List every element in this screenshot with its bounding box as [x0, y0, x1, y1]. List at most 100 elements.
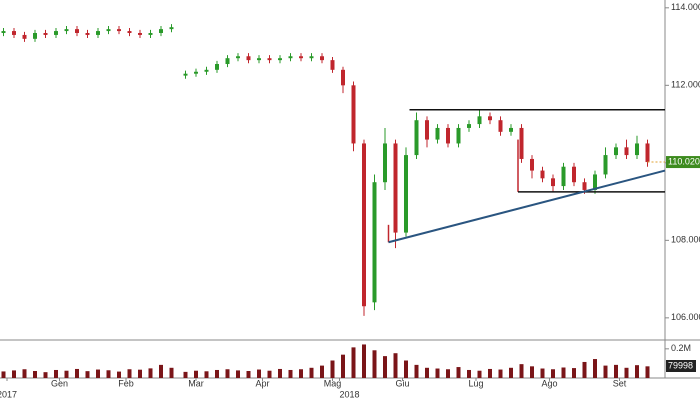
volume-bar: [22, 369, 27, 378]
candle-body: [299, 56, 303, 59]
candle-body: [267, 58, 272, 61]
volume-bar: [393, 353, 398, 378]
candle-body: [509, 127, 513, 132]
y-tick-label: 108.0000: [671, 235, 700, 245]
volume-bar: [383, 356, 387, 378]
candle-body: [330, 60, 335, 70]
candle-body: [22, 34, 27, 39]
candle-body: [106, 29, 111, 32]
annotation-line: [388, 169, 666, 244]
candle-body: [551, 178, 555, 187]
candle-body: [320, 56, 324, 61]
volume-bar: [12, 370, 16, 378]
candle-body: [43, 33, 48, 35]
volume-bar: [54, 369, 58, 378]
volume-bar: [194, 370, 198, 378]
volume-bar: [225, 369, 230, 378]
candle-body: [278, 58, 282, 61]
candle-body: [477, 116, 482, 125]
volume-bar: [257, 369, 261, 378]
candle-body: [288, 56, 293, 59]
volume-bar: [624, 367, 629, 378]
candle-body: [12, 31, 16, 35]
candle-body: [194, 71, 198, 74]
volume-bar: [64, 370, 69, 378]
x-tick-label: Giu: [395, 378, 409, 388]
x-tick-label: Ago: [541, 378, 557, 388]
volume-bar: [593, 359, 597, 378]
candle-body: [341, 69, 345, 86]
candle-body: [138, 33, 142, 35]
candle-body: [414, 120, 419, 156]
volume-bar: [159, 364, 163, 378]
x-tick-label: Mag: [324, 378, 342, 388]
candle-body: [456, 127, 461, 144]
volume-bar: [582, 361, 587, 378]
y-tick-label: 106.0000: [671, 312, 700, 322]
volume-bar: [148, 368, 153, 378]
volume-bar: [309, 367, 314, 378]
year-label: 2018: [340, 389, 360, 399]
candle-body: [572, 166, 576, 183]
candle-body: [127, 31, 132, 34]
volume-bar: [341, 354, 345, 378]
volume-bar: [1, 371, 6, 378]
candle-body: [393, 143, 398, 233]
candle-body: [225, 58, 230, 65]
volume-bar: [488, 368, 492, 378]
volume-bar: [138, 369, 142, 378]
volume-bar: [267, 370, 272, 378]
candle-body: [96, 31, 100, 35]
candle-body: [614, 147, 618, 156]
volume-bar: [278, 368, 282, 378]
volume-bar: [446, 369, 450, 378]
candle-body: [75, 29, 79, 34]
volume-bar: [414, 364, 419, 378]
year-label: 2017: [0, 389, 17, 399]
volume-bar: [117, 371, 121, 378]
volume-bar: [435, 368, 440, 378]
candle-body: [498, 120, 503, 132]
volume-bar: [425, 367, 429, 378]
candle-body: [351, 85, 356, 144]
candle-body: [561, 166, 566, 187]
candle-body: [603, 155, 608, 175]
last-price-box: [666, 156, 700, 169]
candle-body: [467, 124, 471, 128]
volume-bar: [169, 367, 174, 378]
volume-bar: [75, 368, 79, 378]
volume-bar: [236, 370, 240, 378]
volume-bar: [204, 371, 209, 378]
x-tick-label: Mar: [188, 378, 204, 388]
candle-body: [1, 31, 6, 34]
volume-bar: [509, 367, 513, 378]
candle-body: [624, 147, 629, 156]
candle-body: [530, 158, 534, 171]
candle-body: [309, 56, 314, 59]
candle-body: [159, 29, 163, 34]
last-volume-box: [666, 360, 696, 372]
y-tick-label: 112.0000: [671, 80, 700, 90]
candle-body: [645, 143, 650, 163]
volume-bar: [477, 370, 482, 378]
volume-bar: [320, 365, 324, 378]
volume-bar: [330, 360, 335, 378]
x-tick-label: Lug: [468, 378, 483, 388]
candle-body: [635, 143, 639, 156]
volume-bar: [85, 371, 90, 378]
candle-body: [236, 56, 240, 59]
volume-bar: [96, 369, 100, 378]
candle-body: [362, 143, 366, 307]
volume-bar: [551, 369, 555, 378]
x-tick-label: Gen: [51, 378, 68, 388]
candle-body: [372, 182, 377, 303]
candle-body: [64, 29, 69, 32]
volume-bar: [572, 368, 576, 378]
candle-body: [435, 127, 440, 140]
x-tick-label: Apr: [255, 378, 269, 388]
volume-bar: [288, 369, 293, 378]
volume-bar: [498, 369, 503, 378]
candle-body: [169, 27, 174, 30]
volume-bar: [603, 365, 608, 378]
